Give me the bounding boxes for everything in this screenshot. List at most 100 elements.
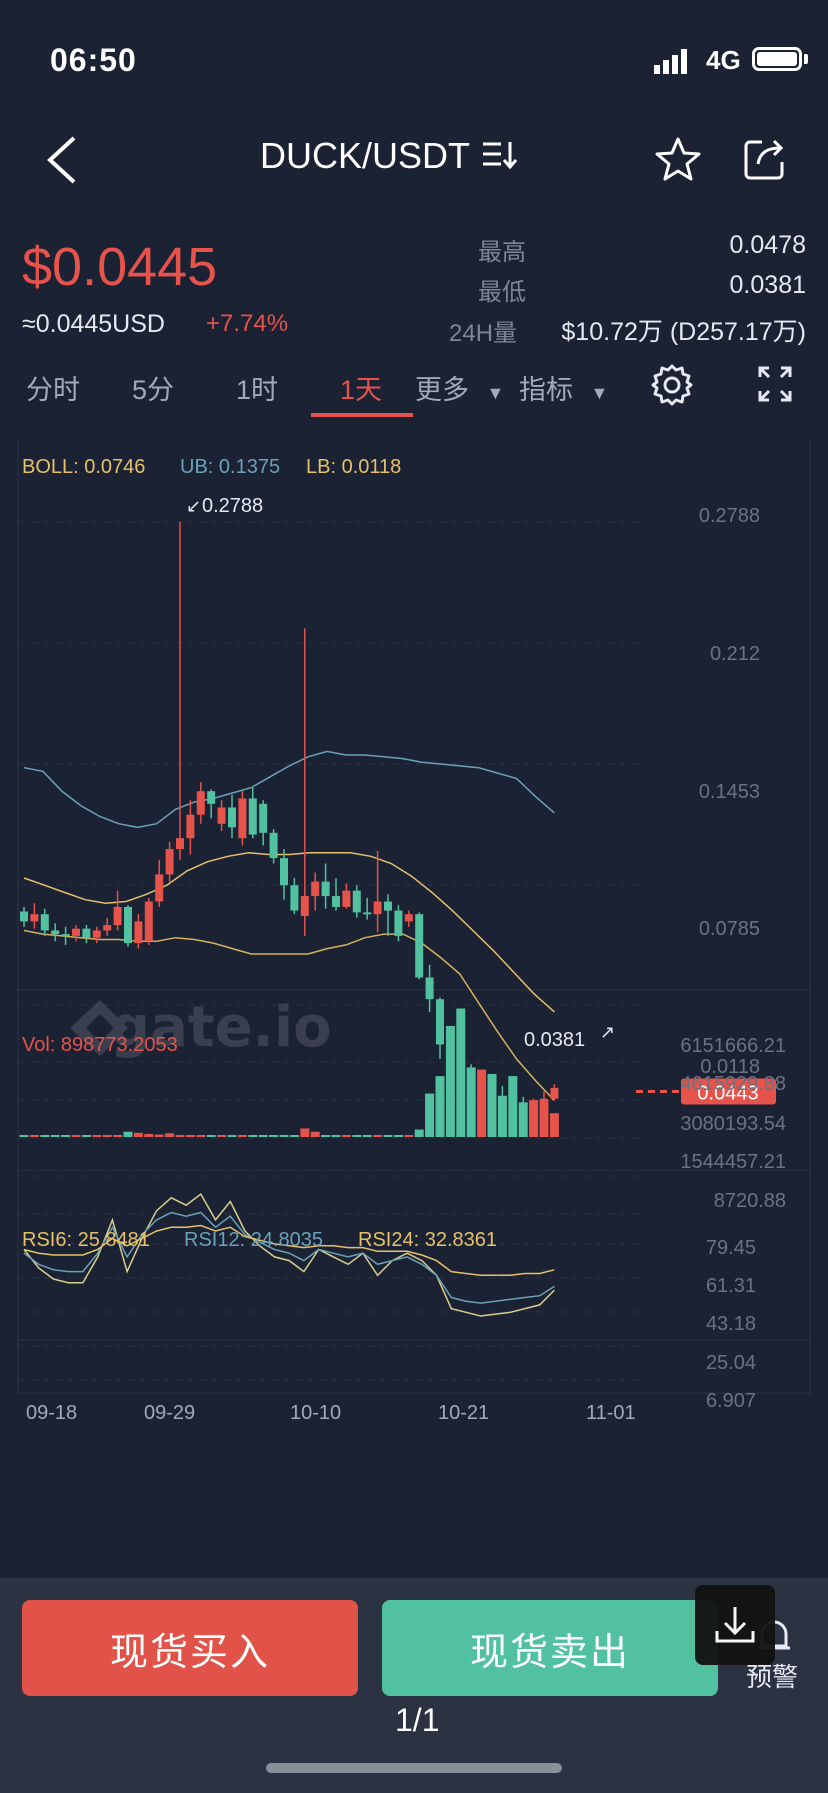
change-percent: +7.74%	[206, 310, 289, 337]
boll-label: BOLL: 0.0746	[22, 456, 145, 478]
tab-5min[interactable]: 5分	[132, 375, 175, 405]
rsi-line	[23, 1211, 555, 1304]
candle-body	[40, 914, 49, 931]
volume-bar	[92, 1135, 102, 1137]
tab-1hour[interactable]: 1时	[236, 375, 279, 405]
candle-body	[186, 814, 195, 839]
candle-body	[373, 901, 382, 915]
candle-body	[311, 881, 320, 897]
download-overlay[interactable]	[695, 1585, 775, 1665]
settings-gear-icon[interactable]	[650, 363, 694, 407]
candle-body	[92, 930, 101, 938]
candle-body	[342, 890, 351, 907]
alert-label[interactable]: 预警	[746, 1662, 799, 1692]
volume-bar	[227, 1135, 237, 1137]
date-axis-label: 09-18	[26, 1402, 77, 1424]
network-type: 4G	[706, 45, 741, 75]
volume-bar	[123, 1131, 133, 1137]
home-indicator[interactable]	[266, 1763, 562, 1773]
volume-bar	[102, 1135, 112, 1137]
fullscreen-icon[interactable]	[758, 366, 792, 402]
candle-body	[425, 977, 434, 1000]
chart-axes: BOLL: 0.0746 UB: 0.1375 LB: 0.0118 0.2788 0.…	[22, 456, 786, 1424]
volume-bar	[71, 1135, 81, 1137]
candle-body	[228, 807, 236, 828]
chart-area[interactable]: gate.io 0.2788 ↙ 0.0381 ↗ 0.0443 BOLL: 0.074…	[0, 429, 828, 1535]
volume-bar	[352, 1135, 362, 1137]
candle-body	[280, 858, 288, 886]
volume-bar	[529, 1100, 539, 1137]
volume-bar	[445, 1025, 455, 1137]
candle-body	[124, 906, 132, 944]
rsi24-label: RSI24: 32.8361	[358, 1229, 497, 1251]
volume-bar	[383, 1135, 393, 1137]
caret-down-icon: ▼	[486, 383, 505, 403]
candle-body	[321, 881, 330, 897]
kline-chart[interactable]: gate.io 0.2788↙0.0381 ↗0.0443 BOLL: 0.074…	[0, 429, 828, 1535]
pair-title[interactable]: DUCK/USDT	[260, 135, 570, 177]
volume-bar	[477, 1069, 487, 1137]
share-icon[interactable]	[742, 136, 788, 182]
vol-label: 24H量	[449, 320, 518, 347]
rsi-line	[23, 1224, 555, 1277]
last-price-text: 0.0443	[697, 1082, 758, 1104]
volume-bar	[113, 1135, 123, 1137]
candle-body	[290, 885, 299, 911]
volume-bar	[508, 1076, 518, 1137]
price-axis-label: 0.0118	[700, 1056, 760, 1078]
candle-body	[404, 914, 413, 922]
volume-bar	[466, 1067, 476, 1137]
volume-bar	[404, 1135, 414, 1137]
back-arrow-icon[interactable]	[40, 132, 84, 188]
volume-bar	[518, 1102, 528, 1137]
volume-bar	[362, 1135, 372, 1137]
high-label: 最高	[478, 239, 526, 266]
battery-tip	[804, 54, 808, 64]
candle-body	[269, 832, 278, 859]
candle-body	[436, 999, 444, 1045]
high-value: 0.0478	[729, 231, 806, 259]
low-label: 最低	[478, 279, 526, 306]
usd-price: ≈0.0445USD	[22, 310, 165, 338]
boll-lower-line	[23, 929, 555, 1102]
tab-indicators[interactable]: 指标 ▼	[519, 368, 608, 407]
tab-1day[interactable]: 1天	[340, 375, 383, 405]
volume-bar	[269, 1135, 279, 1137]
candle-body	[30, 914, 39, 922]
volume-axis-label: 3080193.54	[680, 1113, 786, 1135]
candle-body	[155, 874, 164, 902]
active-tab-indicator	[311, 413, 413, 417]
download-icon	[715, 1607, 755, 1643]
volume-bar	[165, 1133, 175, 1137]
candle-body	[196, 791, 205, 815]
volume-bar	[175, 1135, 185, 1137]
spot-sell-button[interactable]: 现货卖出	[382, 1600, 718, 1696]
candle-body	[165, 849, 174, 875]
candle-body	[72, 928, 80, 936]
candle-body	[103, 925, 112, 931]
caret-down-icon: ▼	[590, 383, 609, 403]
volume-bar	[29, 1135, 39, 1137]
volume-bar	[425, 1093, 435, 1137]
volume-bar	[373, 1135, 383, 1137]
spot-buy-button[interactable]: 现货买入	[22, 1600, 358, 1696]
bollinger-bands	[23, 750, 555, 1102]
date-axis-label: 11-01	[586, 1402, 636, 1424]
candle-body	[82, 928, 91, 938]
volume-bar	[81, 1135, 91, 1137]
candle-body	[238, 798, 247, 839]
candle-body	[207, 791, 216, 804]
volume-axis-label: 8720.88	[714, 1190, 786, 1212]
price-marks: 0.2788↙0.0381 ↗0.0443	[186, 495, 776, 1105]
volume-bar	[40, 1135, 50, 1137]
star-icon[interactable]	[654, 136, 702, 182]
volume-bar	[549, 1113, 559, 1137]
volume-bar	[331, 1135, 341, 1137]
last-price: $0.0445	[22, 237, 218, 297]
interval-tabs: 分时 5分 1时 1天 更多 ▼ 指标 ▼	[0, 360, 828, 420]
status-time: 06:50	[50, 42, 137, 78]
tab-more[interactable]: 更多 ▼	[415, 368, 504, 407]
tab-timeshare[interactable]: 分时	[26, 375, 80, 405]
candle-body	[384, 901, 392, 911]
rsi-lines	[23, 1192, 555, 1317]
